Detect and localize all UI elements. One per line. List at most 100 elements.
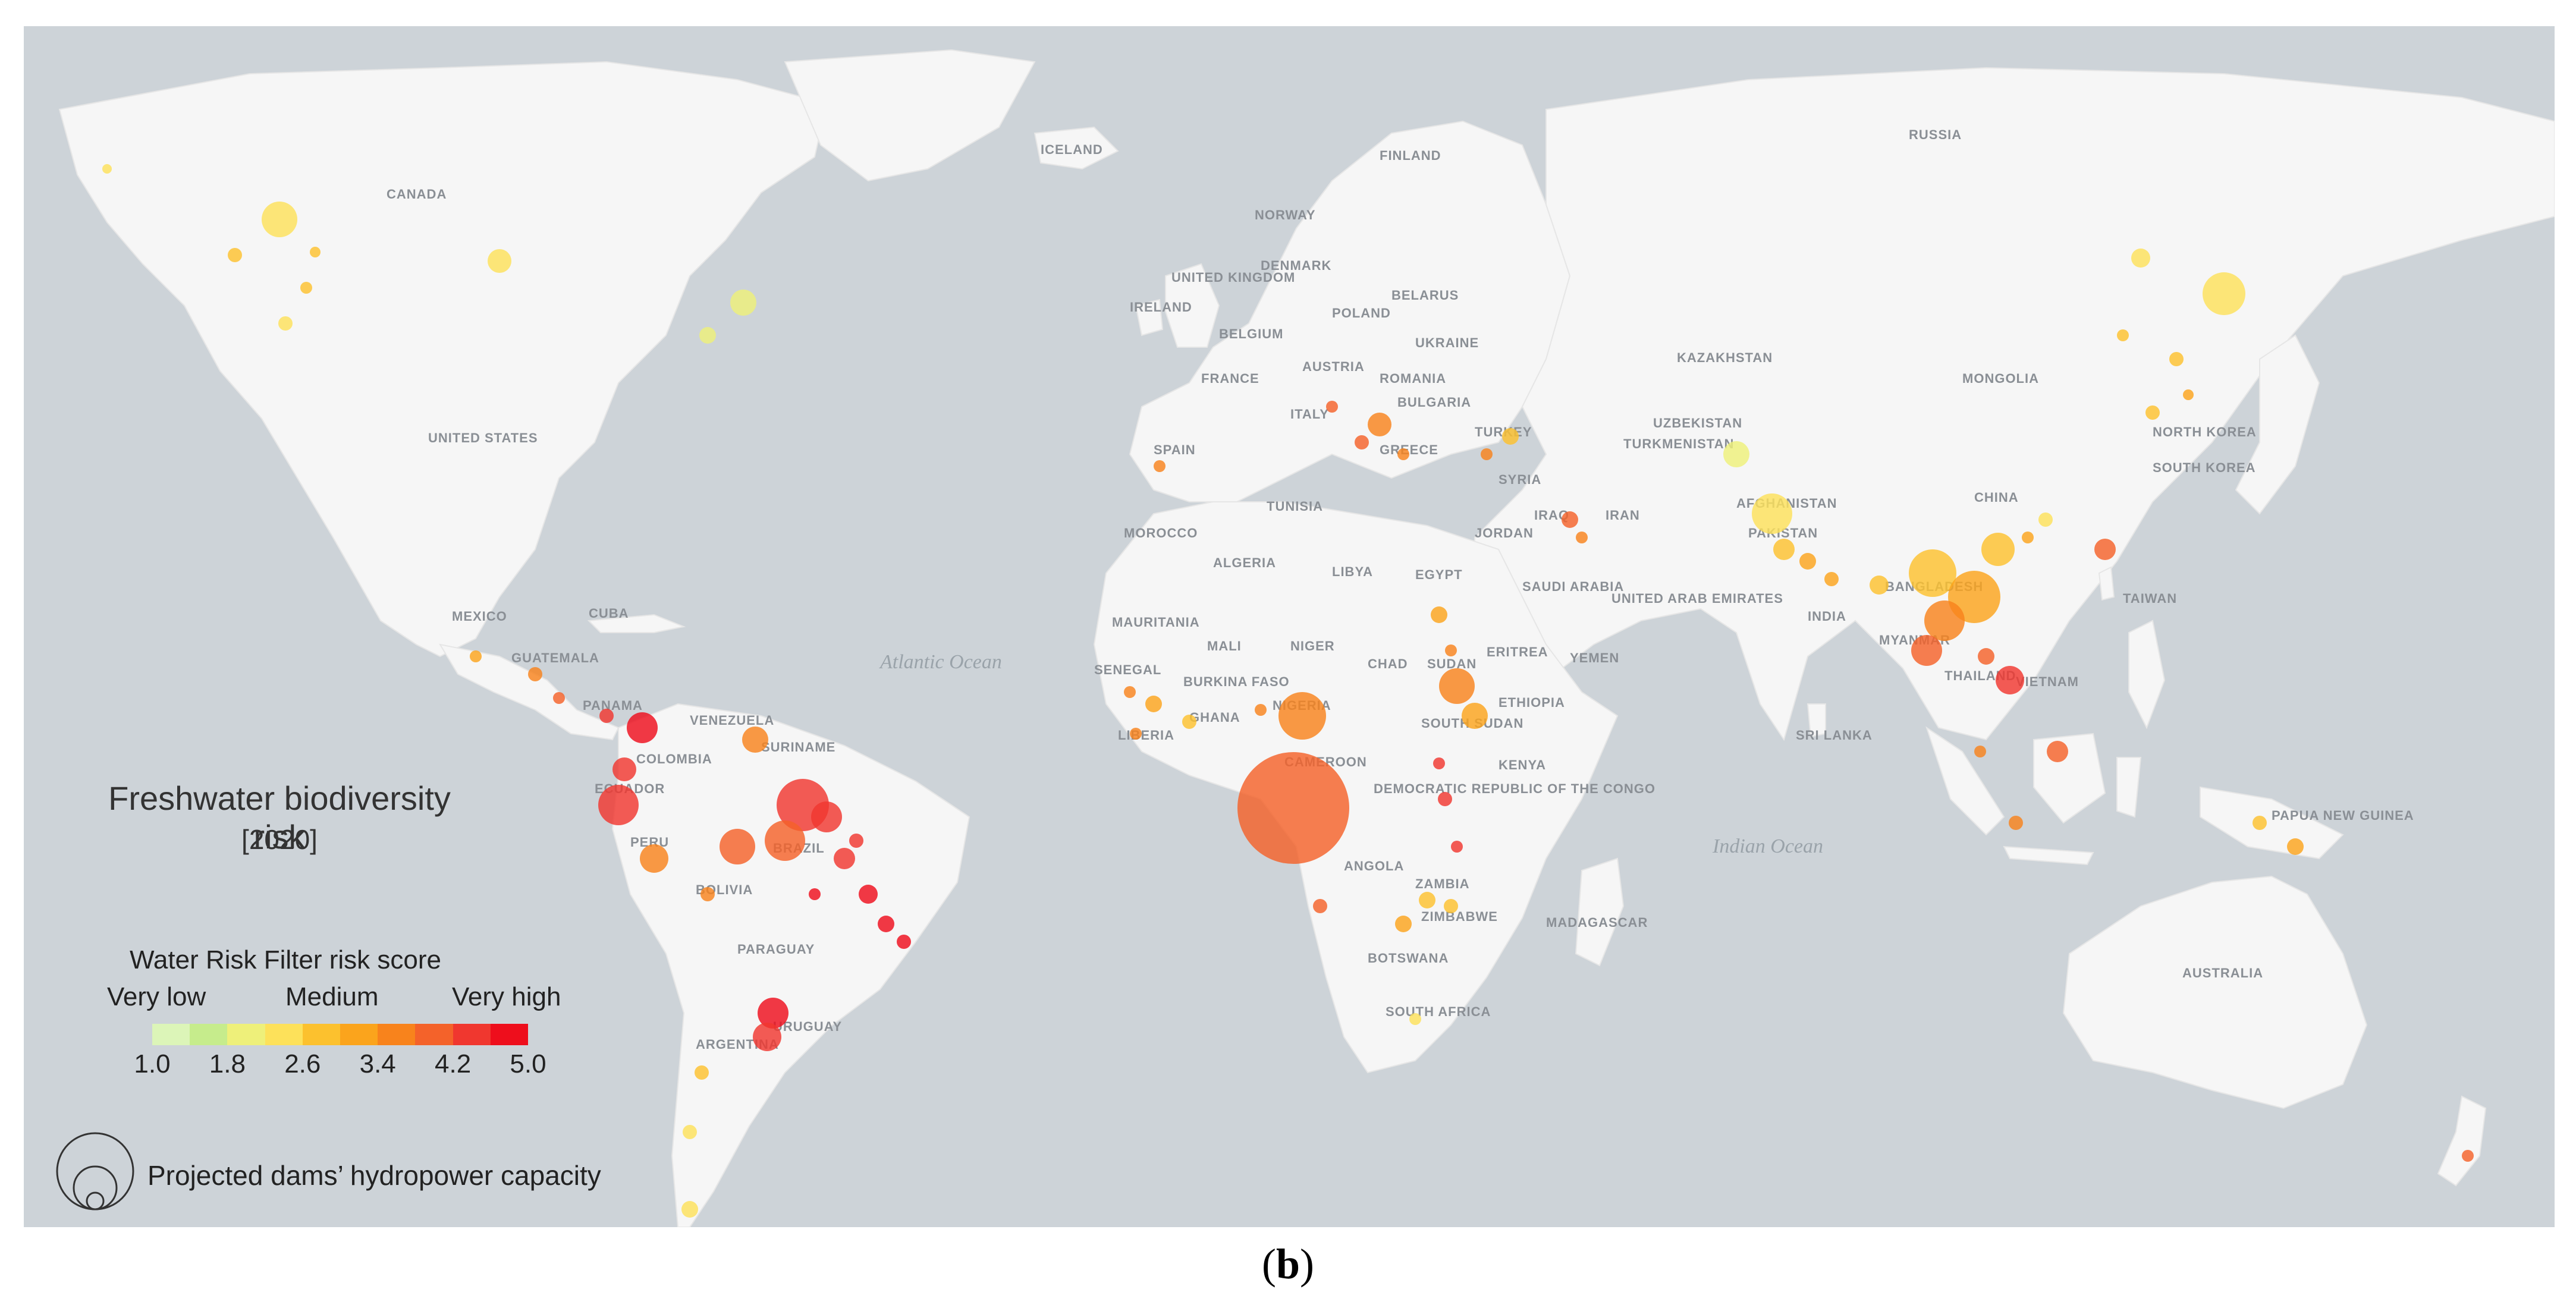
dam-bubble[interactable]	[1924, 600, 1965, 641]
dam-bubble[interactable]	[1451, 841, 1463, 853]
dam-bubble[interactable]	[1752, 493, 1792, 534]
dam-bubble[interactable]	[2022, 532, 2034, 543]
dam-bubble[interactable]	[1870, 576, 1889, 595]
dam-bubble[interactable]	[1576, 532, 1588, 543]
dam-bubble[interactable]	[683, 1125, 697, 1139]
map-canvas: CANADA UNITED STATES MEXICO CUBA GUATEMA…	[58, 49, 2555, 1227]
dam-bubble[interactable]	[1237, 752, 1349, 864]
dam-bubble[interactable]	[262, 202, 297, 237]
dam-bubble[interactable]	[1562, 511, 1578, 528]
dam-bubble[interactable]	[2203, 272, 2245, 315]
dam-bubble[interactable]	[700, 887, 715, 901]
dam-bubble[interactable]	[1909, 549, 1956, 597]
dam-bubble[interactable]	[1278, 692, 1326, 740]
dam-bubble[interactable]	[310, 247, 321, 257]
dam-bubble[interactable]	[730, 290, 756, 316]
dam-bubble[interactable]	[2145, 405, 2160, 420]
dam-bubble[interactable]	[1397, 448, 1409, 460]
dam-bubble[interactable]	[1433, 757, 1445, 769]
dam-bubble[interactable]	[809, 888, 821, 900]
dam-bubble[interactable]	[1154, 460, 1166, 472]
dam-bubble[interactable]	[1911, 635, 1942, 666]
dam-bubble[interactable]	[1996, 666, 2024, 694]
risk-color-segment	[490, 1024, 529, 1045]
dam-bubble[interactable]	[1439, 668, 1475, 704]
dam-bubble[interactable]	[849, 834, 863, 848]
dam-bubble[interactable]	[2094, 539, 2116, 560]
country-label: SOUTH KOREA	[2153, 460, 2256, 475]
dam-bubble[interactable]	[1419, 892, 1435, 908]
dam-bubble[interactable]	[753, 1023, 781, 1051]
dam-bubble[interactable]	[2462, 1150, 2474, 1162]
dam-bubbles	[102, 164, 2474, 1218]
dam-bubble[interactable]	[758, 998, 788, 1029]
dam-bubble[interactable]	[1182, 715, 1196, 729]
dam-bubble[interactable]	[598, 785, 639, 825]
dam-bubble[interactable]	[1124, 686, 1136, 698]
world-map[interactable]: CANADA UNITED STATES MEXICO CUBA GUATEMA…	[24, 26, 2555, 1227]
dam-bubble[interactable]	[1255, 704, 1267, 716]
dam-bubble[interactable]	[2131, 249, 2150, 268]
dam-bubble[interactable]	[699, 327, 716, 344]
dam-bubble[interactable]	[1824, 572, 1839, 586]
dam-bubble[interactable]	[1462, 703, 1488, 729]
dam-bubble[interactable]	[834, 848, 855, 869]
dam-bubble[interactable]	[553, 692, 565, 704]
dam-bubble[interactable]	[720, 829, 755, 864]
dam-bubble[interactable]	[1981, 533, 2015, 566]
dam-bubble[interactable]	[102, 164, 112, 174]
land-philippines	[2128, 620, 2166, 730]
dam-bubble[interactable]	[1444, 899, 1458, 913]
dam-bubble[interactable]	[1445, 644, 1457, 656]
dam-bubble[interactable]	[2038, 512, 2053, 527]
dam-bubble[interactable]	[811, 801, 842, 832]
country-label: FRANCE	[1201, 371, 1259, 386]
dam-bubble[interactable]	[599, 709, 614, 723]
dam-bubble[interactable]	[1145, 696, 1162, 712]
dam-bubble[interactable]	[681, 1201, 698, 1218]
dam-bubble[interactable]	[742, 727, 768, 753]
dam-bubble[interactable]	[470, 650, 482, 662]
dam-bubble[interactable]	[859, 885, 878, 904]
dam-bubble[interactable]	[878, 916, 894, 932]
dam-bubble[interactable]	[278, 316, 293, 331]
dam-bubble[interactable]	[2117, 329, 2129, 341]
dam-bubble[interactable]	[528, 667, 542, 681]
dam-bubble[interactable]	[695, 1065, 709, 1080]
dam-bubble[interactable]	[1502, 428, 1519, 445]
dam-bubble[interactable]	[2183, 389, 2194, 400]
dam-bubble[interactable]	[300, 282, 312, 294]
dam-bubble[interactable]	[1773, 539, 1795, 560]
dam-bubble[interactable]	[1313, 899, 1327, 913]
country-label: ALGERIA	[1213, 555, 1276, 570]
dam-bubble[interactable]	[897, 935, 911, 949]
dam-bubble[interactable]	[488, 249, 511, 273]
dam-bubble[interactable]	[765, 820, 805, 861]
dam-bubble[interactable]	[1130, 728, 1142, 740]
country-label: CANADA	[387, 187, 447, 202]
dam-bubble[interactable]	[1974, 746, 1986, 757]
dam-bubble[interactable]	[1395, 916, 1412, 932]
country-label: LIBERIA	[1118, 728, 1174, 743]
dam-bubble[interactable]	[1799, 553, 1816, 570]
dam-bubble[interactable]	[2009, 816, 2023, 830]
dam-bubble[interactable]	[1438, 792, 1452, 806]
dam-bubble[interactable]	[2169, 352, 2184, 366]
dam-bubble[interactable]	[1355, 435, 1369, 449]
dam-bubble[interactable]	[228, 248, 242, 262]
dam-bubble[interactable]	[1723, 441, 1749, 467]
country-label: GUATEMALA	[511, 650, 599, 665]
dam-bubble[interactable]	[1409, 1013, 1421, 1025]
dam-bubble[interactable]	[2047, 741, 2068, 762]
dam-bubble[interactable]	[640, 844, 668, 873]
dam-bubble[interactable]	[1326, 401, 1338, 413]
dam-bubble[interactable]	[1978, 648, 1994, 665]
dam-bubble[interactable]	[2253, 816, 2267, 830]
dam-bubble[interactable]	[1368, 413, 1391, 436]
dam-bubble[interactable]	[627, 712, 658, 743]
dam-bubble[interactable]	[1431, 606, 1447, 623]
legend-level-high: Very high	[452, 982, 561, 1011]
dam-bubble[interactable]	[612, 757, 636, 781]
dam-bubble[interactable]	[1481, 448, 1493, 460]
dam-bubble[interactable]	[2287, 838, 2304, 855]
